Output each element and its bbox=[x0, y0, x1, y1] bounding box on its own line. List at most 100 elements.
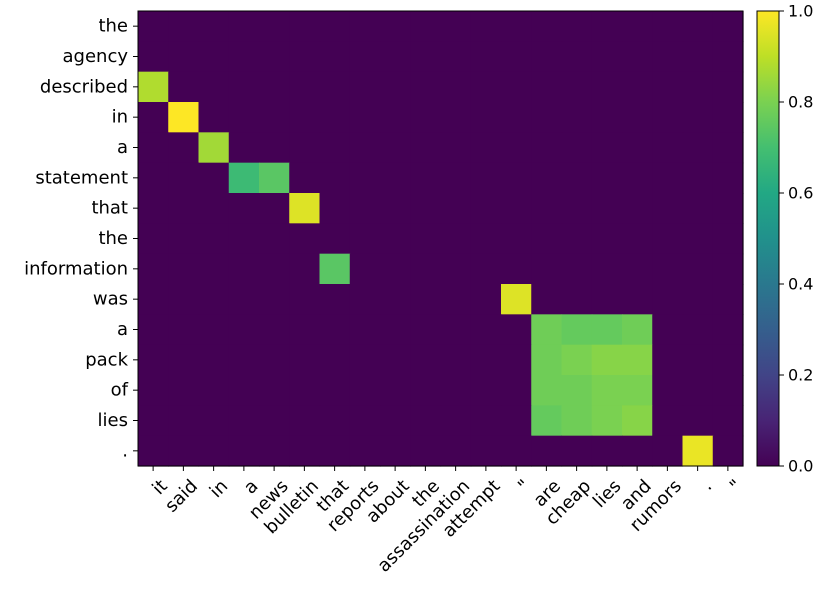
heatmap-cell bbox=[228, 132, 260, 164]
heatmap-cell bbox=[682, 435, 714, 467]
heatmap-cell bbox=[440, 435, 472, 467]
heatmap-cell bbox=[591, 102, 623, 133]
heatmap-cell bbox=[410, 132, 442, 164]
heatmap-cell bbox=[138, 344, 169, 376]
heatmap-cell bbox=[198, 41, 230, 73]
y-tick-label: . bbox=[122, 440, 128, 461]
heatmap-cell bbox=[531, 71, 563, 103]
heatmap-cell bbox=[259, 405, 290, 437]
heatmap-cell bbox=[289, 41, 321, 73]
heatmap-cell bbox=[198, 314, 230, 346]
heatmap-cell bbox=[531, 162, 563, 194]
heatmap-cell bbox=[591, 41, 623, 73]
heatmap-cell bbox=[501, 253, 532, 285]
heatmap-cell bbox=[289, 405, 321, 437]
heatmap-cell bbox=[198, 375, 230, 406]
heatmap-cell bbox=[591, 344, 623, 376]
heatmap-cell bbox=[168, 162, 200, 194]
heatmap-cell bbox=[319, 435, 351, 467]
heatmap-cell bbox=[410, 405, 442, 437]
heatmap-cell bbox=[168, 11, 200, 42]
heatmap-cell bbox=[440, 102, 472, 133]
heatmap-cell bbox=[440, 132, 472, 164]
heatmap-cell bbox=[682, 344, 714, 376]
heatmap-cell bbox=[259, 11, 290, 42]
heatmap-cell bbox=[622, 435, 653, 467]
heatmap-cell bbox=[198, 223, 230, 255]
heatmap-cell bbox=[198, 132, 230, 164]
heatmap-cell bbox=[259, 162, 290, 194]
heatmap-cell bbox=[712, 71, 744, 103]
heatmap-cell bbox=[440, 71, 472, 103]
heatmap-cell bbox=[531, 435, 563, 467]
heatmap-cell bbox=[561, 435, 593, 467]
heatmap-cell bbox=[138, 435, 169, 467]
heatmap-cell bbox=[349, 11, 381, 42]
heatmap-cell bbox=[259, 102, 290, 133]
heatmap-cell bbox=[349, 102, 381, 133]
heatmap-cell bbox=[652, 284, 684, 315]
heatmap-cell bbox=[591, 435, 623, 467]
heatmap-cell bbox=[622, 344, 653, 376]
heatmap-cell bbox=[289, 375, 321, 406]
heatmap-cell bbox=[470, 71, 502, 103]
heatmap-cell bbox=[712, 162, 744, 194]
heatmap-cell bbox=[622, 162, 653, 194]
heatmap-cell bbox=[591, 253, 623, 285]
heatmap-cell bbox=[410, 435, 442, 467]
heatmap-cell bbox=[319, 71, 351, 103]
heatmap-cell bbox=[561, 11, 593, 42]
heatmap-cell bbox=[380, 223, 411, 255]
heatmap-cell bbox=[259, 375, 290, 406]
heatmap-cell bbox=[622, 11, 653, 42]
heatmap-cell bbox=[319, 102, 351, 133]
heatmap-cell bbox=[410, 344, 442, 376]
heatmap-cell bbox=[440, 41, 472, 73]
y-tick-label: statement bbox=[35, 167, 128, 188]
heatmap-cell bbox=[168, 41, 200, 73]
heatmap-cell bbox=[531, 344, 563, 376]
heatmap-cell bbox=[531, 132, 563, 164]
heatmap-cell bbox=[138, 314, 169, 346]
heatmap-cell bbox=[228, 71, 260, 103]
colorbar: 0.0 0.2 0.4 0.6 0.8 1.0 bbox=[756, 2, 813, 476]
heatmap-cell bbox=[712, 41, 744, 73]
heatmap-cell bbox=[712, 284, 744, 315]
heatmap-cell bbox=[198, 284, 230, 315]
heatmap-cell bbox=[652, 193, 684, 224]
heatmap-cell bbox=[712, 223, 744, 255]
heatmap-cell bbox=[682, 223, 714, 255]
heatmap-cell bbox=[591, 284, 623, 315]
heatmap-cell bbox=[622, 253, 653, 285]
heatmap-cell bbox=[259, 71, 290, 103]
heatmap-cell bbox=[440, 375, 472, 406]
heatmap-cell bbox=[501, 284, 532, 315]
heatmap-cell bbox=[470, 193, 502, 224]
heatmap-cell bbox=[440, 253, 472, 285]
heatmap-cell bbox=[228, 253, 260, 285]
heatmap-cell bbox=[501, 162, 532, 194]
heatmap-cell bbox=[531, 405, 563, 437]
y-tick-label: in bbox=[112, 107, 128, 128]
heatmap-cell bbox=[501, 314, 532, 346]
heatmap-cell bbox=[380, 71, 411, 103]
y-tick-label: a bbox=[117, 319, 128, 340]
heatmap-cell bbox=[259, 223, 290, 255]
heatmap-cell bbox=[168, 223, 200, 255]
heatmap-cell bbox=[410, 375, 442, 406]
heatmap-cell bbox=[712, 11, 744, 42]
heatmap-cell bbox=[501, 223, 532, 255]
heatmap-cell bbox=[138, 41, 169, 73]
heatmap-cell bbox=[228, 375, 260, 406]
heatmap-cell bbox=[652, 223, 684, 255]
heatmap-cell bbox=[410, 162, 442, 194]
heatmap-cell bbox=[349, 41, 381, 73]
heatmap-cell bbox=[682, 314, 714, 346]
heatmap-cell bbox=[712, 375, 744, 406]
heatmap-cell bbox=[712, 102, 744, 133]
heatmap-cell bbox=[410, 41, 442, 73]
heatmap-cell bbox=[712, 132, 744, 164]
heatmap-cell bbox=[440, 344, 472, 376]
